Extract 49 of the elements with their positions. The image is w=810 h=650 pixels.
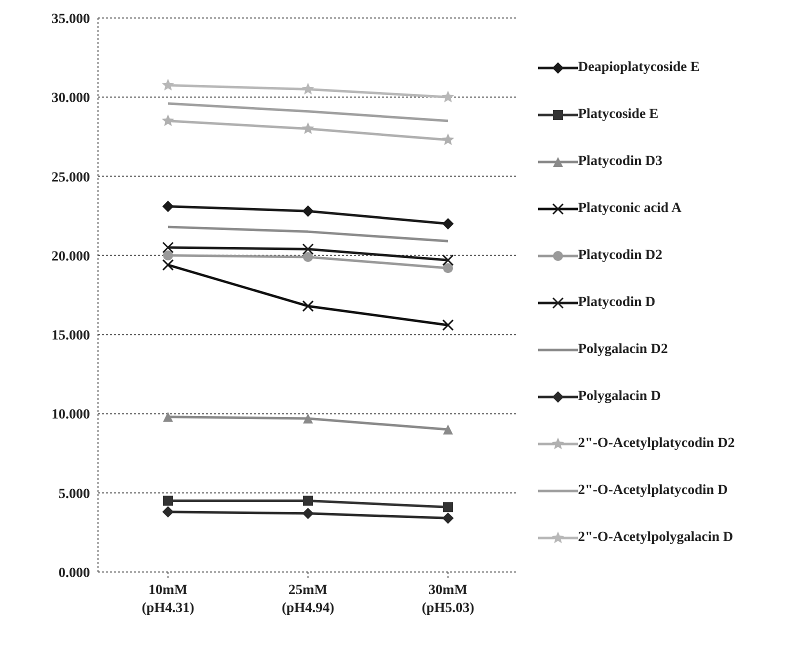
- point: [163, 496, 173, 506]
- x-tick-label: 25mM (pH4.94): [282, 583, 335, 616]
- point: [302, 206, 314, 217]
- legend-label: Platycodin D2: [578, 248, 662, 264]
- legend-label: Polygalacin D2: [578, 342, 668, 358]
- y-tick-label: 30.000: [52, 91, 90, 106]
- point: [442, 90, 454, 102]
- legend-label: 2"-O-Acetylplatycodin D: [578, 482, 728, 498]
- point: [162, 200, 174, 212]
- legend-label: Polygalacin D: [578, 388, 661, 404]
- point: [442, 319, 454, 331]
- legend-label: 2"-O-Acetylpolygalacin D: [578, 530, 734, 546]
- legend-label: 2"-O-Acetylplatycodin D2: [578, 436, 735, 452]
- legend-label: Platycodin D: [578, 294, 656, 310]
- point: [162, 78, 174, 91]
- y-tick-label: 25.000: [52, 170, 90, 186]
- point: [302, 300, 314, 312]
- point: [442, 218, 454, 230]
- point: [443, 502, 453, 512]
- point: [302, 508, 314, 519]
- legend-label: Platyconic acid A: [578, 200, 682, 216]
- point: [442, 133, 454, 146]
- legend-label: Platycoside E: [578, 106, 658, 122]
- x-tick-label: 10mM (pH4.31): [142, 583, 195, 616]
- point: [302, 122, 314, 134]
- point: [302, 243, 314, 255]
- point: [303, 496, 313, 506]
- point: [443, 424, 453, 435]
- point: [442, 254, 454, 266]
- y-tick-label: 5.000: [58, 486, 90, 502]
- point: [162, 259, 174, 271]
- y-tick-label: 35.000: [52, 12, 90, 27]
- point: [162, 506, 174, 518]
- point: [442, 512, 454, 524]
- point: [163, 250, 173, 260]
- y-tick-label: 20.000: [52, 249, 90, 264]
- legend-label: Platycodin D3: [578, 154, 662, 170]
- point: [443, 263, 453, 274]
- point: [162, 242, 174, 254]
- legend-label: Deapioplatycoside E: [578, 60, 700, 76]
- point: [303, 252, 313, 262]
- point: [162, 114, 174, 126]
- point: [303, 413, 313, 424]
- y-tick-label: 10.000: [52, 408, 90, 423]
- x-tick-label: 30mM (pH5.03): [422, 583, 475, 616]
- point: [302, 82, 314, 94]
- point: [163, 412, 173, 422]
- y-tick-label: 0.000: [58, 566, 90, 581]
- y-tick-label: 15.000: [52, 328, 90, 344]
